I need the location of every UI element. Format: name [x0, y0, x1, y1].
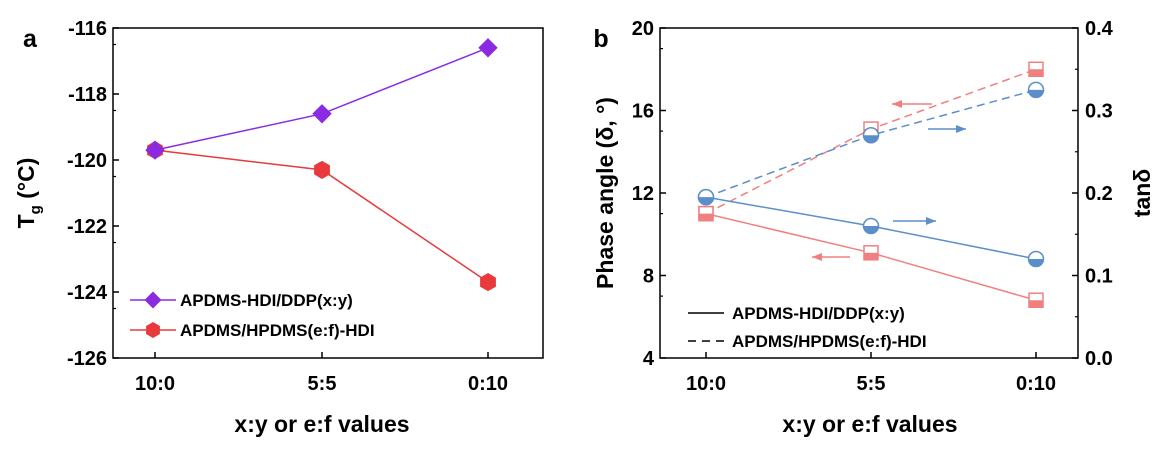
panel-a-ytick-label: -124	[67, 282, 108, 304]
panel-a-point-hexagon	[480, 273, 496, 292]
panel-b-ytick-label: 16	[632, 101, 654, 123]
panel-b-point-square-fill	[1029, 69, 1043, 77]
panel-b-ytick-label: 12	[632, 183, 654, 205]
panel-a-legend-hexagon	[146, 322, 160, 338]
panel-a-xtick-label: 0:10	[468, 373, 508, 395]
panel-a-ytick-label: -116	[68, 18, 107, 40]
panel-b-ytick-label: 8	[643, 266, 654, 288]
panel-b-legend-text: APDMS-HDI/DDP(x:y)	[732, 304, 905, 323]
panel-b-point-square-fill	[1029, 300, 1043, 308]
panel-b-arrow-right-1-head	[956, 125, 966, 133]
panel-a-frame	[112, 27, 544, 359]
panel-b-point-circle-fill	[863, 135, 879, 143]
panel-b-ytick-label: 4	[643, 348, 655, 370]
panel-a-point-diamond	[478, 38, 498, 58]
panel-a-point-hexagon	[314, 160, 330, 179]
panel-a-legend-diamond	[144, 291, 162, 309]
panel-b-y2tick-label: 0.4	[1085, 18, 1114, 40]
panel-b-legend-text: APDMS/HPDMS(e:f)-HDI	[732, 332, 927, 351]
panel-b-ytick-label: 20	[632, 18, 654, 40]
panel-b-y2tick-label: 0.3	[1085, 101, 1113, 123]
panel-a-point-diamond	[145, 140, 165, 160]
panel-b-label: b	[593, 25, 608, 53]
panel-b-y2label: tanδ	[1129, 169, 1155, 217]
panel-b-point-square-fill	[864, 252, 878, 260]
panel-a-ylabel-unit: (°C)	[13, 158, 39, 206]
panel-a-xtick-label: 5:5	[308, 373, 337, 395]
panel-b-arrow-left-2-head	[812, 253, 822, 261]
panel-a-xtick-label: 10:0	[135, 373, 175, 395]
panel-a-ytick-label: -118	[68, 84, 107, 106]
panel-b-arrow-left-1-head	[892, 100, 902, 108]
panel-a-point-diamond	[312, 104, 332, 124]
panel-b-y2tick-label: 0.1	[1085, 266, 1113, 288]
panel-a-label: a	[23, 25, 38, 53]
panel-b-point-circle-fill	[1028, 259, 1044, 267]
panel-a-ylabel-sub: g	[27, 205, 44, 214]
panel-b-y2tick-label: 0.2	[1085, 183, 1113, 205]
panel-b-point-circle-fill	[698, 197, 714, 205]
panel-b-point-circle-fill	[863, 226, 879, 234]
panel-a-xlabel: x:y or e:f values	[234, 411, 409, 437]
panel-a-ytick-label: -120	[67, 150, 107, 172]
panel-a-legend-text: APDMS/HPDMS(e:f)-HDI	[180, 321, 375, 340]
panel-a-ytick-label: -122	[67, 216, 107, 238]
panel-a-series-line	[154, 47, 489, 151]
panel-b-xlabel: x:y or e:f values	[782, 411, 957, 437]
panel-b-xtick-label: 0:10	[1016, 373, 1056, 395]
panel-b-y2tick-label: 0.0	[1085, 348, 1113, 370]
panel-b-ylabel: Phase angle (δ, °)	[592, 97, 618, 289]
panel-b-point-square-fill	[699, 213, 713, 221]
panel-b-point-circle-fill	[1028, 89, 1044, 98]
panel-a-legend-text: APDMS-HDI/DDP(x:y)	[180, 291, 353, 310]
panel-a-ytick-label: -126	[67, 348, 107, 370]
panel-b-arrow-right-2-head	[926, 217, 936, 225]
panel-a-ylabel: Tg (°C)	[13, 158, 44, 229]
panel-b-xtick-label: 5:5	[857, 373, 886, 395]
panel-b-xtick-label: 10:0	[686, 373, 726, 395]
panel-a-ylabel-main: T	[13, 214, 39, 228]
